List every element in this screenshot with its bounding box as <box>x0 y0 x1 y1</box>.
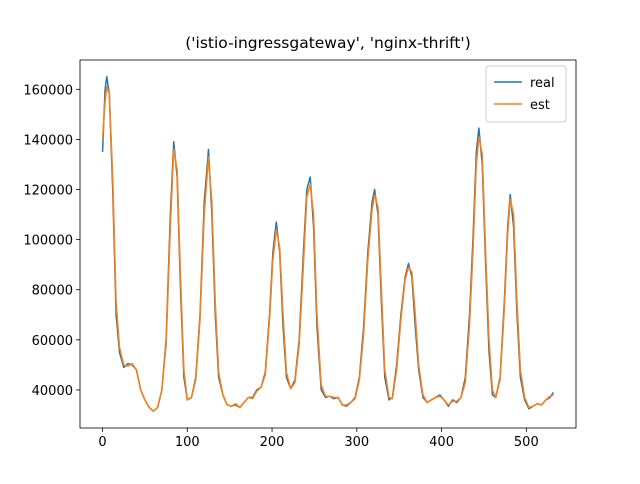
chart-title: ('istio-ingressgateway', 'nginx-thrift') <box>185 34 471 52</box>
x-tick-label: 400 <box>429 435 454 450</box>
x-tick-label: 300 <box>344 435 369 450</box>
x-tick-label: 200 <box>260 435 285 450</box>
y-tick-label: 80000 <box>32 284 73 299</box>
x-tick-label: 0 <box>98 435 106 450</box>
y-tick-label: 100000 <box>23 234 73 249</box>
plot-frame <box>79 59 577 429</box>
y-tick-label: 40000 <box>32 384 73 399</box>
y-tick-label: 140000 <box>23 133 73 148</box>
y-tick-label: 120000 <box>23 184 73 199</box>
y-tick-label: 160000 <box>23 83 73 98</box>
x-tick-label: 500 <box>514 435 539 450</box>
legend-box <box>485 65 567 123</box>
y-tick-label: 60000 <box>32 334 73 349</box>
legend-label: real <box>530 76 555 91</box>
x-tick-label: 100 <box>175 435 200 450</box>
series-line <box>101 86 554 412</box>
legend-label: est <box>530 98 550 113</box>
